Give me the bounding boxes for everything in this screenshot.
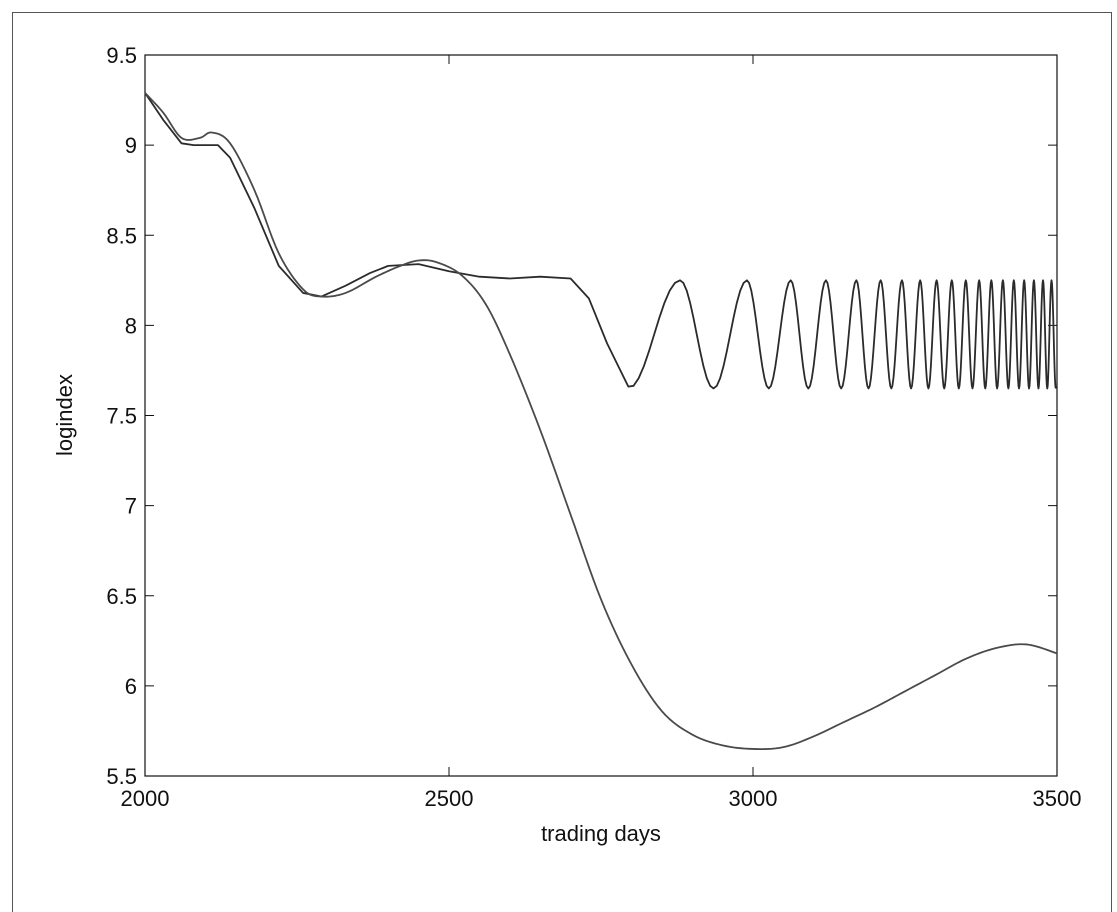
series-line-oscillating xyxy=(144,92,1057,390)
y-tick-label: 5.5 xyxy=(106,764,137,789)
series-line-decline xyxy=(144,92,1058,750)
y-tick-label: 9.5 xyxy=(106,43,137,68)
y-tick-label: 8.5 xyxy=(106,223,137,248)
y-tick-label: 9 xyxy=(125,133,137,158)
y-tick-label: 7.5 xyxy=(106,404,137,429)
figure-frame xyxy=(12,12,1112,912)
y-tick-label: 6 xyxy=(125,674,137,699)
y-tick-label: 7 xyxy=(125,494,137,519)
x-tick-label: 2000 xyxy=(121,786,170,811)
plot-area xyxy=(144,54,1058,777)
x-axis-title: trading days xyxy=(541,821,661,846)
y-tick-label: 6.5 xyxy=(106,584,137,609)
series-layer xyxy=(144,92,1058,750)
axis-ticks: 2000 2500 3000 3500 9.5 9 8.5 8 7.5 7 6.5 6 5.5 xyxy=(106,43,1081,811)
x-tick-label: 3500 xyxy=(1033,786,1082,811)
line-chart: 2000 2500 3000 3500 9.5 9 8.5 8 7.5 7 6.5 6 5.5 trad… xyxy=(52,43,1081,846)
x-tick-label: 3000 xyxy=(729,786,778,811)
y-tick-label: 8 xyxy=(125,313,137,338)
y-axis-title: logindex xyxy=(52,374,77,456)
x-tick-label: 2500 xyxy=(425,786,474,811)
